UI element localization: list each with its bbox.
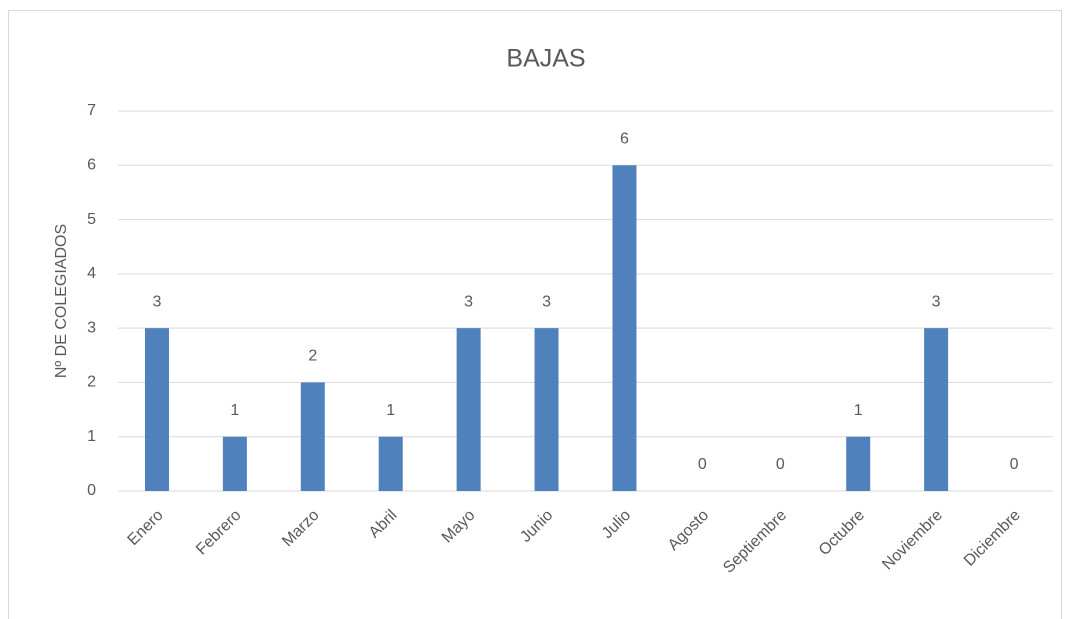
y-tick-label: 2 <box>87 374 96 391</box>
y-tick-label: 4 <box>87 265 96 282</box>
bar <box>924 328 949 491</box>
data-label: 1 <box>854 402 863 419</box>
bar <box>300 382 325 491</box>
bar <box>612 165 637 492</box>
data-label: 3 <box>542 293 551 310</box>
data-label: 2 <box>308 348 317 365</box>
data-label: 1 <box>386 402 395 419</box>
bar <box>534 328 559 491</box>
data-label: 3 <box>932 293 941 310</box>
data-label: 6 <box>620 131 629 148</box>
data-label: 3 <box>153 293 162 310</box>
bar <box>846 436 871 491</box>
data-label: 3 <box>464 293 473 310</box>
y-tick-label: 5 <box>87 211 96 228</box>
y-tick-label: 7 <box>87 102 96 119</box>
y-tick-label: 3 <box>87 319 96 336</box>
bar <box>144 328 169 491</box>
bar <box>222 436 247 491</box>
chart-title: BAJAS <box>506 45 585 73</box>
y-tick-label: 6 <box>87 157 96 174</box>
y-axis-label: Nº DE COLEGIADOS <box>53 224 70 378</box>
y-tick-label: 1 <box>87 428 96 445</box>
chart-border <box>8 10 1062 619</box>
bar <box>456 328 481 491</box>
data-label: 0 <box>698 456 707 473</box>
data-label: 0 <box>776 456 785 473</box>
data-label: 0 <box>1010 456 1019 473</box>
data-label: 1 <box>230 402 239 419</box>
bar <box>378 436 403 491</box>
y-tick-label: 0 <box>87 482 96 499</box>
